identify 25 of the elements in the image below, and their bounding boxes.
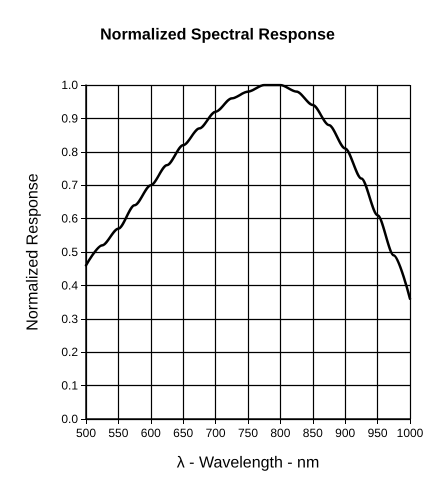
y-tick-label: 0.1 [61, 378, 78, 393]
x-tick-label: 900 [335, 426, 356, 440]
y-tick-label: 0.5 [61, 245, 78, 259]
x-tick-label: 600 [140, 426, 162, 440]
y-tick-label: 0.2 [61, 345, 78, 360]
y-axis-title: Normalized Response [24, 173, 42, 331]
x-tick-label: 750 [238, 426, 258, 440]
x-tick-label: 700 [206, 426, 226, 440]
y-tick-label: 0.9 [61, 111, 78, 126]
y-tick-label: 0.6 [61, 212, 78, 226]
x-tick-label: 650 [173, 426, 194, 440]
y-tick-label: 0.8 [61, 144, 78, 159]
x-tick-label: 850 [302, 426, 324, 440]
y-tick-label: 0.3 [61, 312, 78, 326]
x-axis-title: λ - Wavelength - nm [176, 454, 320, 472]
x-tick-label: 500 [76, 426, 96, 440]
x-tick-label: 800 [270, 426, 291, 440]
y-tick-label: 1.0 [61, 78, 78, 92]
y-tick-label: 0.7 [61, 178, 78, 192]
x-tick-label: 550 [108, 426, 129, 440]
x-tick-label: 950 [368, 426, 388, 440]
chart-title: Normalized Spectral Response [100, 26, 335, 44]
x-tick-label: 1000 [396, 426, 424, 440]
y-tick-label: 0.0 [61, 412, 78, 426]
y-tick-label: 0.4 [61, 278, 78, 292]
